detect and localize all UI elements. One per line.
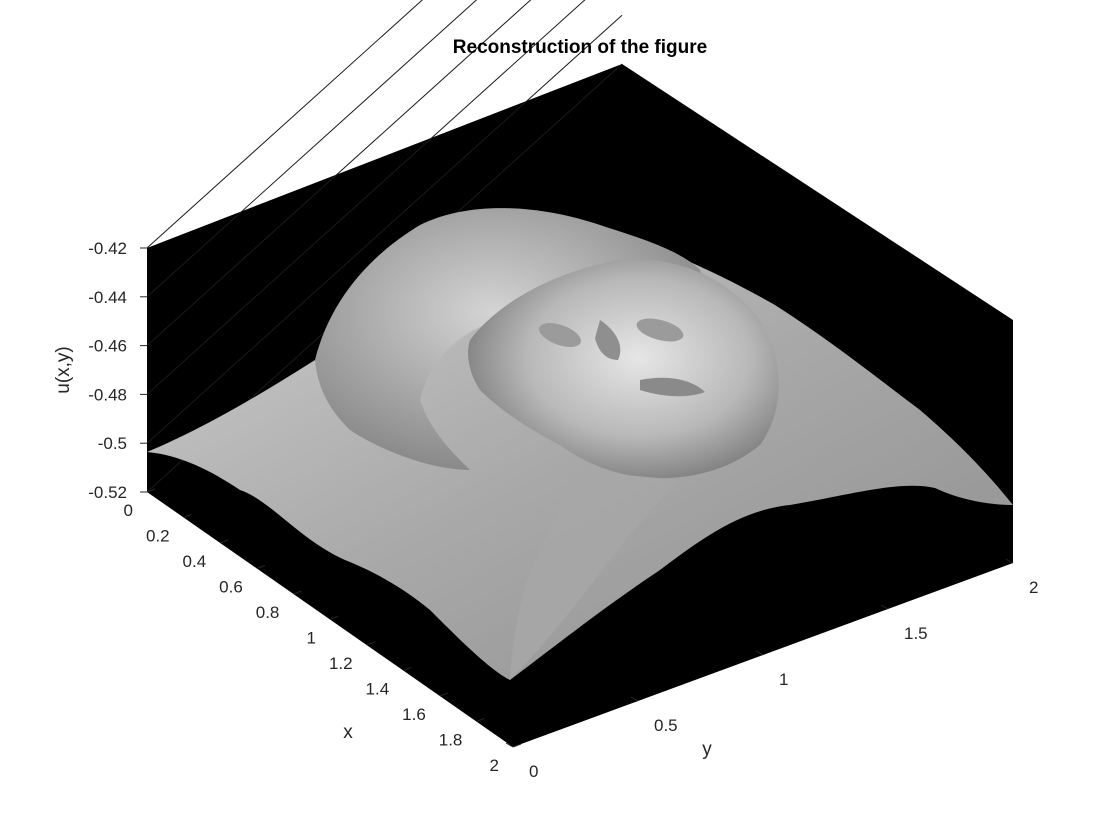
chart-title: Reconstruction of the figure <box>453 37 707 58</box>
x-tick-label: 1.2 <box>329 654 353 673</box>
x-tick-label: 0.2 <box>146 527 170 546</box>
y-tick-label: 2 <box>1029 578 1038 597</box>
z-tick-label: -0.44 <box>88 288 127 307</box>
y-tick-label: 1.5 <box>904 624 928 643</box>
x-tick-label: 2 <box>490 756 499 775</box>
x-tick-label: 0 <box>124 501 133 520</box>
x-axis-label: x <box>343 722 353 743</box>
z-tick-label: -0.42 <box>88 239 127 258</box>
z-tick-label: -0.5 <box>98 434 127 453</box>
y-axis-label: y <box>702 739 712 760</box>
x-tick-label: 0.6 <box>219 578 243 597</box>
y-tick-label: 1 <box>779 670 788 689</box>
z-tick-label: -0.52 <box>88 483 127 502</box>
x-tick-label: 1.8 <box>439 731 463 750</box>
z-axis-label: u(x,y) <box>53 346 74 394</box>
y-tick-label: 0.5 <box>654 716 678 735</box>
y-tick-label: 0 <box>529 762 538 781</box>
x-tick-label: 0.8 <box>256 603 280 622</box>
z-tick-label: -0.46 <box>88 337 127 356</box>
x-tick-label: 1.4 <box>366 680 390 699</box>
x-tick-label: 1.6 <box>402 705 426 724</box>
z-tick-label: -0.48 <box>88 385 127 404</box>
x-tick-label: 1 <box>307 629 316 648</box>
x-tick-label: 0.4 <box>183 552 207 571</box>
z-tick-labels: -0.52 -0.5 -0.48 -0.46 -0.44 -0.42 <box>88 239 127 502</box>
